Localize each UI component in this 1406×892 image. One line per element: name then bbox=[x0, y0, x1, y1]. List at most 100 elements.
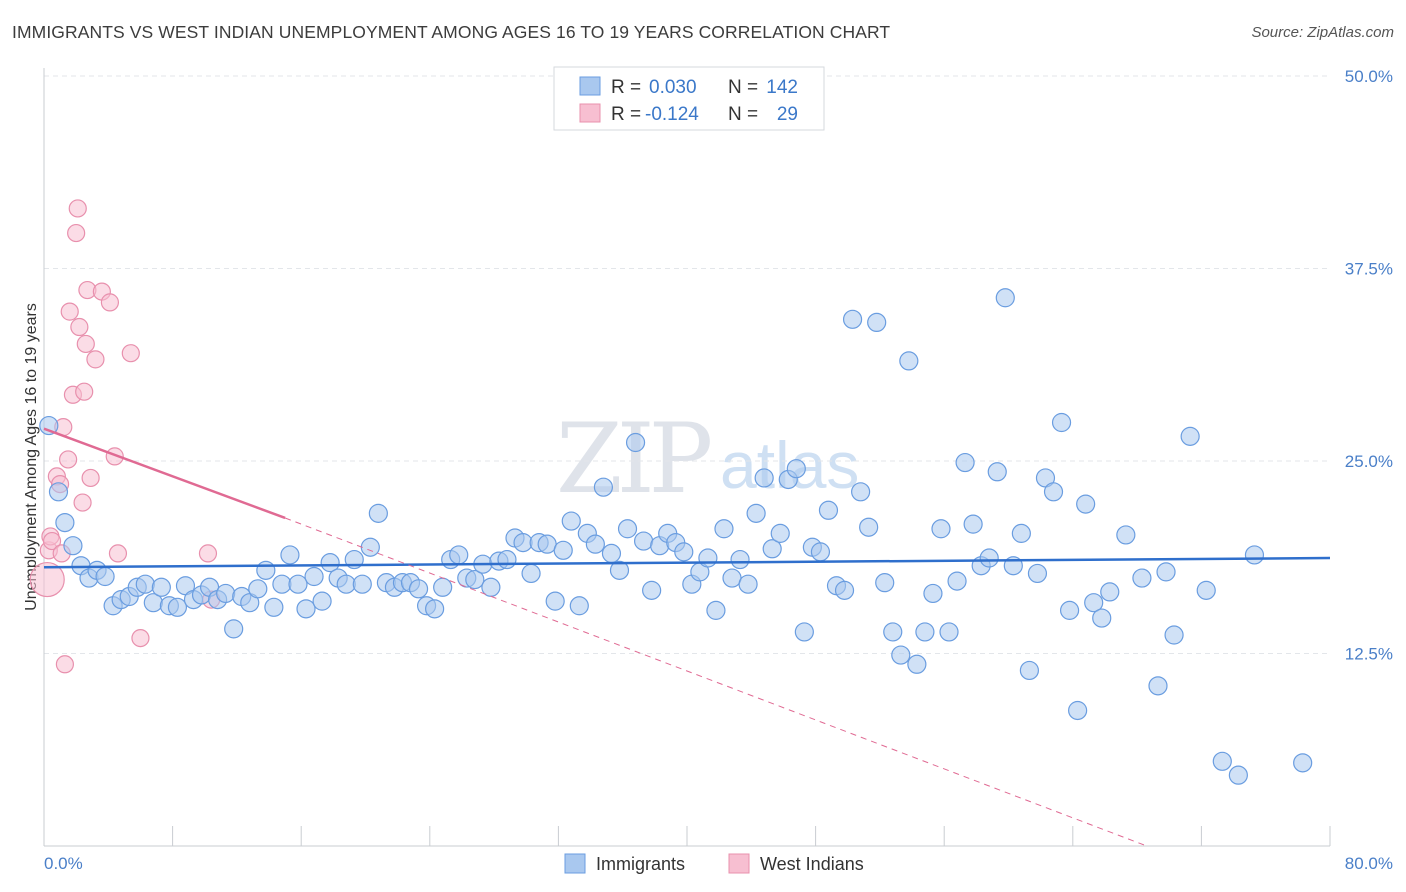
chart-title: IMMIGRANTS VS WEST INDIAN UNEMPLOYMENT A… bbox=[12, 22, 891, 42]
immigrants-point bbox=[569, 596, 589, 616]
immigrants-point bbox=[280, 545, 300, 565]
immigrants-point bbox=[931, 519, 951, 539]
immigrants-point bbox=[625, 432, 646, 453]
immigrants-point bbox=[1084, 593, 1104, 613]
immigrants-point bbox=[433, 577, 453, 597]
immigrants-point bbox=[256, 560, 276, 580]
immigrants-point bbox=[794, 622, 814, 642]
bottom-legend-swatch-west-indians bbox=[728, 853, 750, 874]
immigrants-point bbox=[987, 462, 1007, 482]
immigrants-point bbox=[698, 548, 718, 568]
immigrants-point bbox=[336, 574, 356, 594]
immigrants-point bbox=[842, 309, 863, 329]
immigrants-point bbox=[1293, 753, 1313, 773]
bottom-legend-label-immigrants: Immigrants bbox=[596, 854, 685, 874]
immigrants-point bbox=[609, 560, 630, 580]
legend-n-label-0: N = bbox=[728, 77, 758, 98]
trend-lines bbox=[43, 427, 1331, 847]
immigrants-point bbox=[899, 351, 919, 371]
immigrants-point bbox=[513, 533, 533, 553]
immigrants-point bbox=[722, 568, 742, 588]
west-indians-point bbox=[60, 302, 79, 321]
immigrants-point bbox=[1027, 563, 1048, 584]
immigrants-point bbox=[368, 503, 388, 523]
immigrants-point bbox=[963, 514, 983, 534]
immigrants-point bbox=[875, 573, 895, 593]
legend-n-label-1: N = bbox=[728, 104, 758, 125]
watermark-zip: ZIP bbox=[556, 403, 711, 515]
immigrants-point bbox=[151, 577, 171, 597]
immigrants-point bbox=[272, 574, 292, 594]
y-tick-label: 37.5% bbox=[1345, 260, 1393, 279]
immigrants-point bbox=[1076, 494, 1096, 514]
immigrants-point bbox=[248, 579, 268, 599]
immigrants-point bbox=[995, 288, 1015, 308]
chart-source: Source: ZipAtlas.com bbox=[1251, 24, 1394, 41]
immigrants-point bbox=[706, 600, 726, 620]
immigrants-point bbox=[1019, 660, 1039, 681]
west-indians-point bbox=[68, 199, 87, 218]
immigrants-point bbox=[135, 574, 155, 594]
immigrants-point bbox=[585, 534, 605, 554]
immigrants-point bbox=[633, 531, 654, 551]
immigrants-point bbox=[296, 599, 316, 619]
immigrants-point bbox=[714, 519, 734, 539]
immigrants-point bbox=[915, 622, 935, 642]
immigrants-point bbox=[770, 523, 790, 543]
immigrants-point bbox=[601, 543, 622, 564]
immigrants-point bbox=[224, 619, 244, 639]
west-indians-point bbox=[81, 468, 100, 488]
immigrants-point bbox=[674, 542, 694, 562]
immigrants-point bbox=[642, 580, 662, 600]
west-indians-point bbox=[29, 561, 65, 598]
immigrants-point bbox=[947, 571, 967, 591]
x-axis bbox=[43, 826, 1331, 847]
legend-r-value-1: -0.124 bbox=[645, 104, 699, 125]
legend-n-value-0: 142 bbox=[766, 77, 798, 98]
legend-swatch-immigrants bbox=[579, 76, 601, 96]
x-tick-label-max: 80.0% bbox=[1345, 854, 1393, 873]
immigrants-point bbox=[320, 553, 340, 573]
immigrants-point bbox=[352, 574, 372, 594]
top-legend: R = 0.030 N = 142 R = -0.124 N = 29 bbox=[553, 66, 825, 131]
immigrants-point bbox=[545, 591, 565, 611]
y-axis-label: Unemployment Among Ages 16 to 19 years bbox=[23, 303, 40, 611]
immigrants-point bbox=[1156, 562, 1176, 582]
immigrants-point bbox=[497, 549, 517, 570]
immigrants-point bbox=[360, 537, 380, 557]
immigrants-point bbox=[617, 519, 638, 539]
immigrants-point bbox=[730, 549, 750, 570]
immigrants-point bbox=[537, 534, 557, 554]
west-indians-point bbox=[67, 223, 86, 243]
immigrants-point bbox=[955, 452, 975, 473]
immigrants-point bbox=[216, 583, 236, 604]
immigrants-point bbox=[288, 574, 308, 594]
immigrants-point bbox=[593, 477, 614, 497]
immigrants-point bbox=[818, 500, 839, 520]
immigrants-point bbox=[561, 511, 581, 531]
immigrants-point bbox=[810, 542, 831, 562]
bottom-legend-label-west-indians: West Indians bbox=[760, 854, 864, 874]
west-indians-point bbox=[198, 544, 218, 563]
immigrants-point bbox=[834, 580, 855, 600]
west-indians-point bbox=[86, 350, 105, 369]
immigrants-point bbox=[907, 654, 927, 674]
immigrants-point bbox=[738, 574, 758, 594]
legend-r-label-1: R = bbox=[611, 104, 641, 125]
immigrants-point bbox=[1180, 426, 1200, 446]
west-indians-trend-line bbox=[43, 427, 286, 520]
immigrants-point bbox=[859, 517, 879, 537]
west-indians-point bbox=[42, 531, 62, 551]
immigrants-point bbox=[867, 312, 887, 332]
immigrants-point bbox=[1132, 568, 1152, 588]
y-tick-label: 25.0% bbox=[1345, 452, 1393, 471]
immigrants-point bbox=[1164, 625, 1184, 645]
west-indians-point bbox=[131, 628, 150, 648]
immigrants-point bbox=[264, 597, 284, 617]
legend-r-value-0: 0.030 bbox=[649, 77, 697, 98]
immigrants-point bbox=[449, 545, 469, 565]
immigrants-point bbox=[1116, 525, 1136, 545]
immigrants-point bbox=[786, 459, 806, 479]
immigrants-point bbox=[851, 482, 871, 502]
